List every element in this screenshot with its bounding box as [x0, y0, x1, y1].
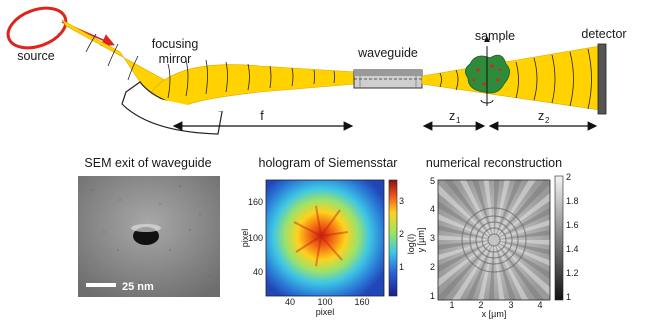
- recon-ylabel: y [µm]: [416, 228, 426, 253]
- recon-xtick: 2: [478, 300, 483, 310]
- siemens-star-rings: [461, 207, 527, 273]
- recon-cbar-tick: 2: [566, 172, 571, 182]
- siemens-star-spoke: [488, 240, 494, 300]
- z2-label: z: [538, 109, 544, 123]
- recon-cbar-tick: 1: [566, 292, 571, 302]
- recon-ytick: 2: [430, 262, 435, 272]
- sem-scalebar: [86, 283, 116, 287]
- siemens-star-spoke: [459, 180, 494, 240]
- siemens-star-spoke: [483, 180, 494, 240]
- siemens-star-spoke: [494, 240, 529, 300]
- siemens-star-spoke: [438, 184, 494, 240]
- siemens-star-spoke: [438, 225, 494, 240]
- waveguide-label: waveguide: [357, 46, 418, 60]
- detector-icon: [597, 43, 607, 115]
- recon-cbar-tick: 1.6: [566, 220, 579, 230]
- recon-xlabel: x [µm]: [482, 309, 507, 319]
- hologram-image: [266, 180, 384, 296]
- siemens-star-spoke: [494, 180, 511, 240]
- z1-label: z: [449, 109, 455, 123]
- hologram-ytick: 100: [248, 233, 263, 243]
- hologram-cbar-tick: 2: [399, 229, 404, 239]
- source-label: source: [17, 49, 55, 63]
- z1-subscript: 1: [456, 116, 461, 125]
- recon-xtick: 3: [508, 300, 513, 310]
- siemens-star-spoke: [494, 240, 550, 255]
- focusing-label-line2: mirror: [159, 52, 192, 66]
- wavefront-lines-focus: [85, 33, 335, 99]
- recon-cbar-tick: 1.4: [566, 244, 579, 254]
- sem-panel: SEM exit of waveguide 25 nm: [78, 156, 220, 297]
- hologram-cbar-tick: 3: [399, 196, 404, 206]
- siemens-star-spoke: [494, 240, 505, 300]
- beam-segment-source-mirror: [61, 19, 173, 95]
- hologram-xtick: 160: [354, 297, 369, 307]
- siemens-star-spoke: [494, 180, 550, 240]
- focal-length-label: f: [260, 109, 264, 123]
- recon-xtick: 1: [449, 300, 454, 310]
- reconstruction-panel: numerical reconstruction 1 2 3 4 x [µm] …: [416, 156, 579, 319]
- sample-label: sample: [475, 29, 515, 43]
- recon-ytick: 4: [430, 204, 435, 214]
- hologram-axes: 40 100 160 pixel 40 100 160 pixel: [240, 197, 370, 317]
- sem-noise: [91, 185, 211, 283]
- setup-schematic: focusing mirror source waveguide: [6, 6, 627, 135]
- siemens-star-spoke: [494, 180, 500, 240]
- hologram-xlabel: pixel: [316, 307, 335, 317]
- siemens-star-spoke: [438, 213, 494, 240]
- siemens-star-spoke: [494, 230, 550, 240]
- hologram-cbar-tick: 1: [399, 262, 404, 272]
- sample-icon: [465, 36, 510, 106]
- hologram-xtick: 40: [285, 297, 295, 307]
- hologram-ytick: 40: [253, 267, 263, 277]
- z2-subscript: 2: [545, 116, 550, 125]
- hologram-cbar-label: log(I): [406, 234, 416, 255]
- hologram-ytick: 160: [248, 197, 263, 207]
- siemens-star-spoke: [494, 240, 550, 267]
- reconstruction-colorbar: [554, 175, 564, 301]
- sem-title: SEM exit of waveguide: [84, 156, 211, 170]
- siemens-star-spoke: [438, 235, 494, 240]
- recon-cbar-tick: 1.8: [566, 196, 579, 206]
- waveguide-icon: [353, 69, 423, 89]
- hologram-panel: hologram of Siemensstar 40 100 160 pixel…: [240, 156, 416, 317]
- siemens-star-spoke: [494, 240, 550, 245]
- recon-xtick: 4: [537, 300, 542, 310]
- siemens-star-spoke: [494, 240, 550, 280]
- sem-scalebar-label: 25 nm: [122, 281, 154, 293]
- siemens-star-spoke: [466, 240, 494, 300]
- siemens-star-spoke: [438, 200, 494, 240]
- reconstruction-axes: 1 2 3 4 x [µm] 1 2 3 4 5 y [µm]: [416, 176, 543, 319]
- recon-cbar-tick: 1.2: [566, 268, 579, 278]
- reconstruction-title: numerical reconstruction: [426, 156, 562, 170]
- siemens-star-spoke: [494, 240, 545, 300]
- siemens-star-spoke: [494, 240, 550, 296]
- siemens-star-spoke: [443, 180, 494, 240]
- hologram-colorbar: [388, 179, 398, 297]
- siemens-star-spoke: [438, 240, 494, 261]
- recon-ytick: 5: [430, 176, 435, 186]
- siemens-star-spoke: [494, 219, 550, 240]
- hologram-xtick: 100: [317, 297, 332, 307]
- siemens-star-spoke: [494, 180, 522, 240]
- siemens-star-spoke: [477, 240, 494, 300]
- hologram-spokes: [293, 205, 349, 267]
- beam-segment-mirror-waveguide: [149, 64, 357, 111]
- wavefront-lines-exit: [439, 48, 592, 110]
- hologram-title: hologram of Siemensstar: [259, 156, 398, 170]
- hologram-ylabel: pixel: [240, 229, 250, 248]
- siemens-star-spoke: [438, 240, 494, 250]
- source-ring-icon: [6, 6, 68, 50]
- siemens-star-spoke: [494, 207, 550, 240]
- focusing-label-line1: focusing: [152, 37, 199, 51]
- recon-ytick: 3: [430, 233, 435, 243]
- siemens-star-spoke: [438, 240, 494, 300]
- detector-label: detector: [581, 27, 626, 41]
- recon-ytick: 1: [430, 291, 435, 301]
